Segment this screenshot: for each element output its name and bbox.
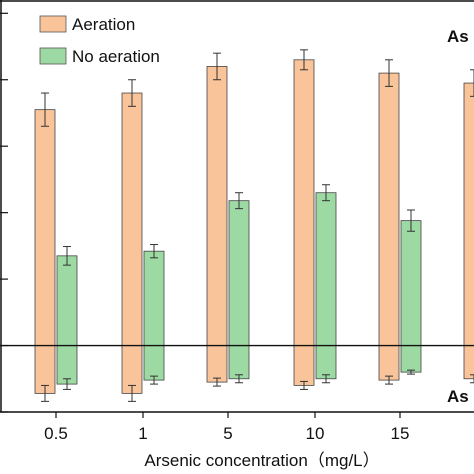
error-bar-below-aeration-3 — [300, 380, 308, 390]
bar-below-no-aeration-2 — [228, 345, 250, 380]
error-bar-aeration-0 — [41, 92, 49, 127]
error-bar-aeration-4 — [385, 59, 393, 87]
bar-aeration-5 — [463, 82, 474, 346]
legend-label-aeration: Aeration — [72, 15, 135, 34]
error-bar-no-aeration-4 — [407, 209, 415, 232]
bar-no-aeration-4 — [400, 220, 422, 346]
error-bar-below-aeration-2 — [213, 377, 221, 387]
error-bar-aeration-5 — [470, 69, 474, 97]
bar-below-aeration-2 — [206, 345, 228, 383]
error-bar-below-aeration-1 — [128, 384, 136, 402]
bar-below-aeration-5 — [463, 345, 474, 380]
error-bar-below-aeration-4 — [385, 375, 393, 385]
bar-below-aeration-4 — [378, 345, 400, 381]
annotation-top: As — [447, 27, 469, 46]
bar-below-no-aeration-1 — [143, 345, 165, 381]
error-bar-below-aeration-5 — [470, 374, 474, 384]
error-bar-no-aeration-2 — [235, 192, 243, 210]
x-tick-label-0: 0.5 — [44, 424, 68, 443]
error-bar-no-aeration-0 — [63, 246, 71, 266]
error-bar-below-no-aeration-0 — [63, 378, 71, 390]
x-tick-label-3: 10 — [306, 424, 325, 443]
bar-no-aeration-0 — [56, 255, 78, 346]
legend-swatch-no-aeration — [39, 47, 67, 65]
error-bar-aeration-2 — [213, 52, 221, 81]
x-axis-title: Arsenic concentration（mg/L） — [144, 451, 379, 470]
error-bar-below-no-aeration-3 — [322, 374, 330, 384]
bar-aeration-2 — [206, 66, 228, 346]
axes: 0.5 1 5 10 15 — [0, 0, 474, 443]
x-tick-label-4: 15 — [391, 424, 410, 443]
x-tick-label-1: 1 — [138, 424, 147, 443]
x-tick-label-2: 5 — [223, 424, 232, 443]
error-bar-below-aeration-0 — [41, 384, 49, 402]
bar-aeration-3 — [293, 59, 315, 346]
error-bar-aeration-1 — [128, 79, 136, 107]
bar-no-aeration-1 — [143, 250, 165, 346]
error-bar-no-aeration-3 — [322, 184, 330, 202]
error-bar-below-no-aeration-4 — [407, 369, 415, 375]
error-bar-aeration-3 — [300, 49, 308, 71]
bar-aeration-1 — [121, 92, 143, 346]
error-bar-below-no-aeration-1 — [150, 375, 158, 385]
bar-aeration-0 — [34, 109, 56, 346]
bar-no-aeration-3 — [315, 192, 337, 346]
annotation-bottom: As — [447, 387, 469, 406]
legend-label-no-aeration: No aeration — [72, 47, 160, 66]
error-bar-no-aeration-1 — [150, 244, 158, 259]
bar-below-aeration-3 — [293, 345, 315, 386]
bar-below-no-aeration-3 — [315, 345, 337, 380]
plot-area — [34, 49, 474, 402]
legend-swatch-aeration — [39, 15, 67, 33]
bar-no-aeration-2 — [228, 200, 250, 346]
error-bar-below-no-aeration-2 — [235, 374, 243, 384]
legend: Aeration No aeration — [39, 15, 160, 66]
bar-aeration-4 — [378, 72, 400, 346]
bar-below-no-aeration-4 — [400, 345, 422, 373]
